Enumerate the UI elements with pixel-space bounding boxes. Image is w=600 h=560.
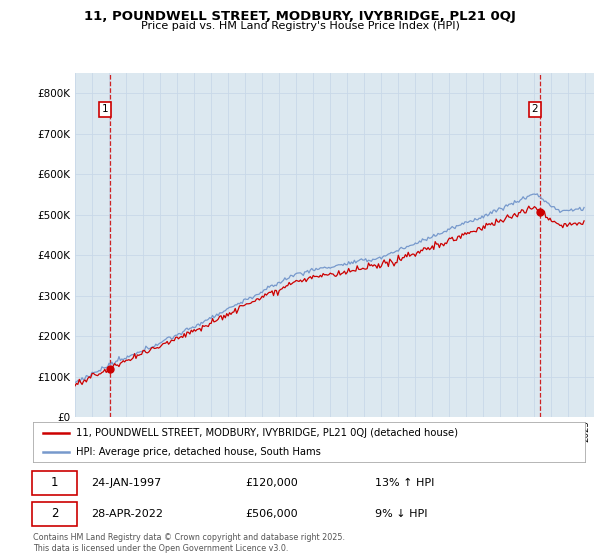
FancyBboxPatch shape: [32, 502, 77, 525]
Text: 1: 1: [102, 104, 109, 114]
Text: 1: 1: [51, 477, 58, 489]
Text: 2: 2: [51, 507, 58, 520]
Text: £506,000: £506,000: [245, 509, 298, 519]
Text: 2: 2: [532, 104, 538, 114]
Text: 24-JAN-1997: 24-JAN-1997: [91, 478, 161, 488]
Text: 11, POUNDWELL STREET, MODBURY, IVYBRIDGE, PL21 0QJ: 11, POUNDWELL STREET, MODBURY, IVYBRIDGE…: [84, 10, 516, 23]
Text: Price paid vs. HM Land Registry's House Price Index (HPI): Price paid vs. HM Land Registry's House …: [140, 21, 460, 31]
Text: HPI: Average price, detached house, South Hams: HPI: Average price, detached house, Sout…: [76, 447, 321, 457]
Text: Contains HM Land Registry data © Crown copyright and database right 2025.
This d: Contains HM Land Registry data © Crown c…: [33, 533, 345, 553]
Text: 13% ↑ HPI: 13% ↑ HPI: [375, 478, 434, 488]
FancyBboxPatch shape: [32, 472, 77, 494]
Text: 28-APR-2022: 28-APR-2022: [91, 509, 163, 519]
Text: 11, POUNDWELL STREET, MODBURY, IVYBRIDGE, PL21 0QJ (detached house): 11, POUNDWELL STREET, MODBURY, IVYBRIDGE…: [76, 428, 458, 437]
Text: 9% ↓ HPI: 9% ↓ HPI: [375, 509, 428, 519]
Text: £120,000: £120,000: [245, 478, 298, 488]
